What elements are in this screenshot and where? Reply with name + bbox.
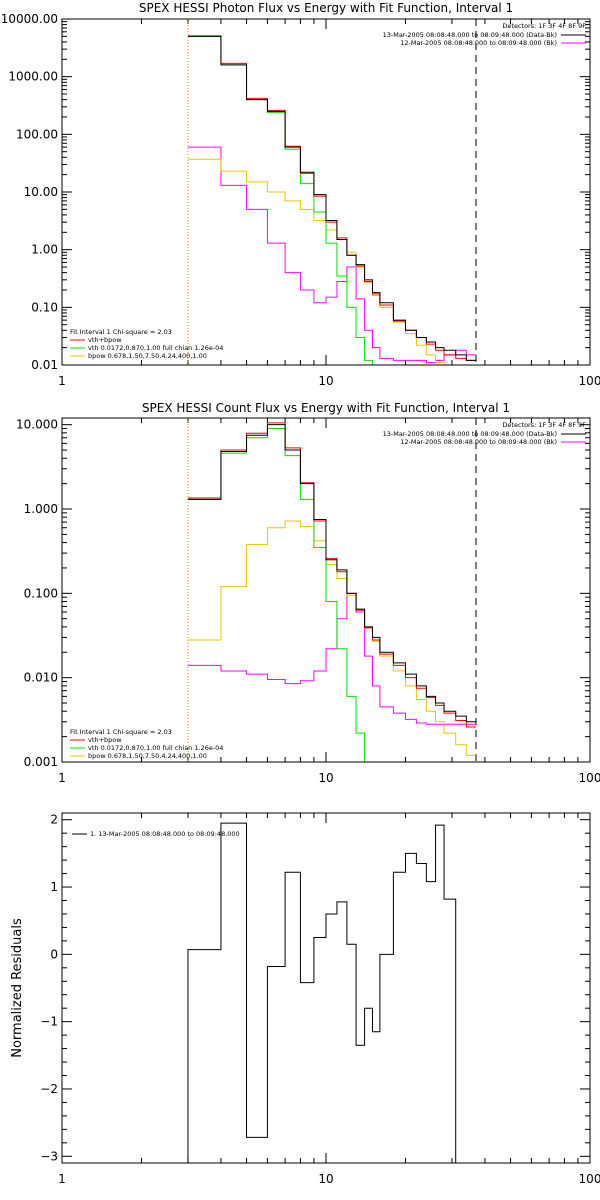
photon-vlines xyxy=(187,19,477,365)
residuals-axis-ticks: 1 10 100 −3 −2 −1 0 1 2 xyxy=(40,813,600,1186)
photon-fit-legend: Fit Interval 1 Chi-square = 2.03 vth+bpo… xyxy=(70,328,223,360)
residuals-ytick-label: −3 xyxy=(40,1149,58,1163)
count-detectors-label: Detectors: 1F 3F 4F 8F 9F xyxy=(502,421,586,429)
count-vlines xyxy=(187,418,477,762)
count-ytick-label: 0.001 xyxy=(24,755,58,769)
photon-ytick-label: 0.01 xyxy=(31,358,58,372)
residuals-ytick-label: −2 xyxy=(40,1082,58,1096)
residuals-legend: 1. 13-Mar-2005 08:08:48.000 to 08:09:48.… xyxy=(72,830,240,838)
photon-series xyxy=(187,35,477,366)
count-fit-legend: Fit Interval 1 Chi-square = 2.03 vth+bpo… xyxy=(70,728,223,760)
count-series-bpow xyxy=(187,520,477,756)
photon-series-background xyxy=(187,146,477,364)
count-xtick-label: 1 xyxy=(58,771,66,785)
photon-detectors-label: Detectors: 1F 3F 4F 8F 9F xyxy=(502,22,586,30)
photon-plot-frame xyxy=(61,18,591,366)
residuals-panel: 1 10 100 −3 −2 −1 0 1 2 Normalized Residuals 1. … xyxy=(10,812,600,1186)
count-plot-frame xyxy=(61,417,591,763)
count-time-label-data: 13-Mar-2005 08:08:48.000 to 08:09:48.000… xyxy=(383,430,557,438)
photon-time-legend: 13-Mar-2005 08:08:48.000 to 08:09:48.000… xyxy=(383,31,586,47)
count-xtick-label: 100 xyxy=(579,771,600,785)
photon-axis-ticks: 1 10 100 0.01 0.10 1.00 10.00 100.00 1000.00 1000… xyxy=(1,12,600,388)
photon-time-label-data: 13-Mar-2005 08:08:48.000 to 08:09:48.000… xyxy=(383,31,557,39)
count-ytick-label: 10.000 xyxy=(16,418,58,432)
count-legend-bpow: bpow 0.678,1.50,7.50,4.24,400,1.00 xyxy=(88,752,207,760)
residuals-plot-frame xyxy=(61,812,591,1164)
photon-xtick-label: 10 xyxy=(318,374,333,388)
residuals-xtick-label: 10 xyxy=(318,1172,333,1186)
photon-series-data xyxy=(187,35,477,361)
photon-fit-text: Fit Interval 1 Chi-square = 2.03 xyxy=(70,328,172,336)
photon-xtick-label: 100 xyxy=(579,374,600,388)
count-chart-title: SPEX HESSI Count Flux vs Energy with Fit… xyxy=(142,401,510,415)
count-series-vth xyxy=(187,428,477,763)
count-legend-vth: vth 0.0172,0.870,1.00 full chian 1.26e-0… xyxy=(88,744,223,752)
residuals-ytick-label: 2 xyxy=(50,813,58,827)
residuals-ytick-label: 0 xyxy=(50,947,58,961)
residuals-ytick-label: −1 xyxy=(40,1015,58,1029)
count-legend-total: vth+bpow xyxy=(88,736,122,744)
count-series xyxy=(187,422,477,763)
residuals-series xyxy=(187,822,457,1163)
count-xtick-label: 10 xyxy=(318,771,333,785)
photon-series-vth xyxy=(187,35,477,366)
count-series-total xyxy=(187,422,477,728)
count-ytick-label: 1.000 xyxy=(24,502,58,516)
photon-flux-panel: SPEX HESSI Photon Flux vs Energy with Fi… xyxy=(1,1,600,388)
count-ytick-label: 0.010 xyxy=(24,671,58,685)
photon-legend-bpow: bpow 0.678,1.50,7.50,4.24,400,1.00 xyxy=(88,352,207,360)
residuals-series-residuals xyxy=(187,822,457,1163)
count-series-data xyxy=(187,424,477,723)
count-time-label-bk: 12-Mar-2005 08:08:48.000 to 08:09:48.000… xyxy=(400,438,557,446)
residuals-legend-label: 1. 13-Mar-2005 08:08:48.000 to 08:09:48.… xyxy=(90,830,240,838)
photon-series-bpow xyxy=(187,158,477,366)
photon-ytick-label: 1.00 xyxy=(31,243,58,257)
photon-ytick-label: 10.00 xyxy=(24,185,58,199)
count-ytick-label: 0.100 xyxy=(24,586,58,600)
photon-time-label-bk: 12-Mar-2005 08:08:48.000 to 08:09:48.000… xyxy=(400,39,557,47)
residuals-xtick-label: 100 xyxy=(579,1172,600,1186)
photon-chart-title: SPEX HESSI Photon Flux vs Energy with Fi… xyxy=(139,1,513,15)
residuals-xtick-label: 1 xyxy=(58,1172,66,1186)
photon-ytick-label: 100.00 xyxy=(16,127,58,141)
photon-ytick-label: 0.10 xyxy=(31,300,58,314)
count-fit-text: Fit Interval 1 Chi-square = 2.03 xyxy=(70,728,172,736)
photon-legend-vth: vth 0.0172,0.870,1.00 full chian 1.26e-0… xyxy=(88,344,223,352)
photon-ytick-label: 10000.00 xyxy=(1,12,58,26)
count-series-background xyxy=(187,592,477,725)
residuals-ytick-label: 1 xyxy=(50,880,58,894)
photon-xtick-label: 1 xyxy=(58,374,66,388)
photon-ytick-label: 1000.00 xyxy=(8,70,58,84)
count-time-legend: 13-Mar-2005 08:08:48.000 to 08:09:48.000… xyxy=(383,430,586,446)
count-axis-ticks: 1 10 100 0.001 0.010 0.100 1.000 10.000 xyxy=(16,418,600,785)
count-flux-panel: SPEX HESSI Count Flux vs Energy with Fit… xyxy=(16,401,600,785)
residuals-ylabel: Normalized Residuals xyxy=(10,918,25,1058)
photon-legend-total: vth+bpow xyxy=(88,336,122,344)
photon-series-total xyxy=(187,35,477,361)
